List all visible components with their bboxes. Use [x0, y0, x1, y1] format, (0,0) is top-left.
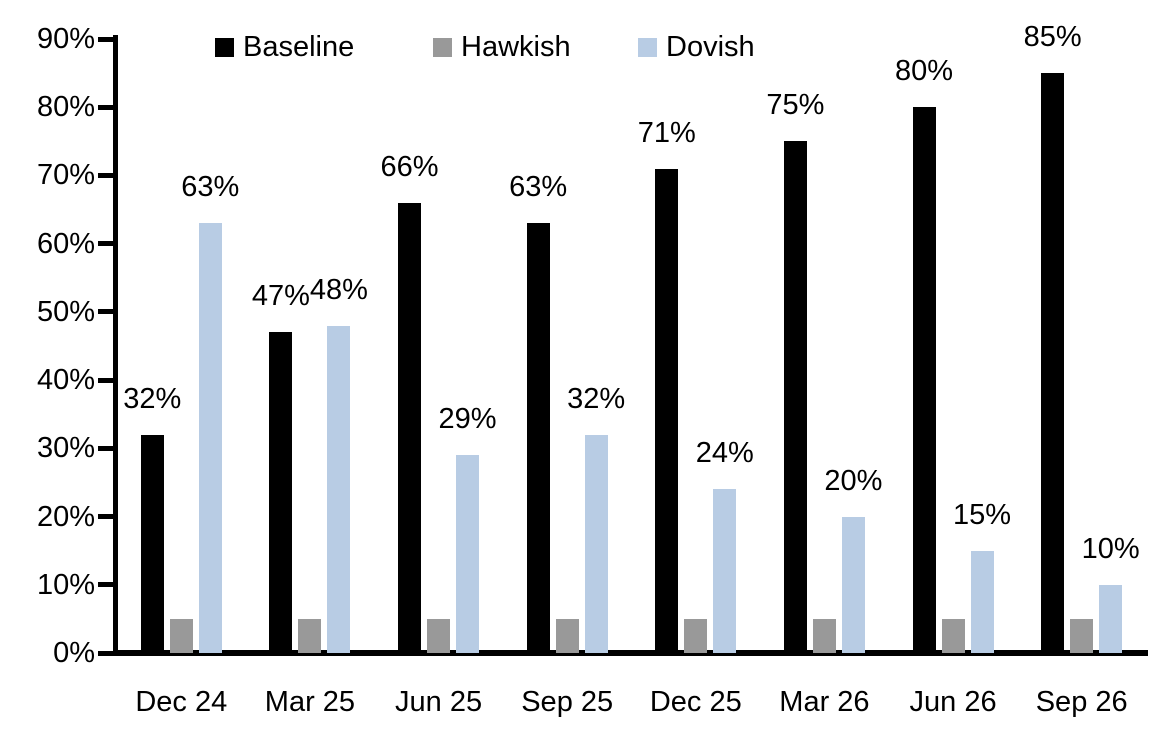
legend-marker-icon	[638, 38, 657, 57]
bar-hawkish-sep-26	[1070, 618, 1094, 653]
bar-dovish-dec-24	[198, 223, 222, 653]
bar-hawkish-mar-25	[298, 618, 322, 653]
y-axis-tick-label: 60%	[36, 227, 95, 260]
y-axis-tick	[98, 650, 117, 656]
data-label: 63%	[181, 171, 240, 204]
legend-label: Baseline	[243, 31, 355, 63]
x-axis-label: Sep 26	[1035, 686, 1128, 718]
bar-dovish-jun-25	[456, 455, 480, 653]
data-label: 20%	[824, 464, 883, 497]
y-axis-tick-label: 30%	[36, 432, 95, 465]
bar-dovish-mar-26	[841, 516, 865, 653]
data-label: 75%	[766, 89, 825, 122]
data-label: 48%	[309, 273, 368, 306]
data-label: 63%	[509, 171, 568, 204]
bar-baseline-sep-25	[526, 223, 550, 653]
x-axis-label: Dec 25	[649, 686, 742, 718]
y-axis-tick-label: 70%	[36, 159, 95, 192]
y-axis-tick-label: 90%	[36, 23, 95, 55]
bar-hawkish-sep-25	[555, 618, 579, 653]
y-axis-tick	[98, 514, 117, 520]
x-axis-label: Jun 26	[909, 686, 997, 718]
data-label: 71%	[637, 116, 696, 149]
y-axis-tick-label: 20%	[36, 500, 95, 533]
y-axis-tick-label: 0%	[53, 637, 95, 669]
bar-hawkish-dec-25	[684, 618, 708, 653]
data-label: 24%	[695, 437, 754, 470]
y-axis-tick	[98, 172, 117, 178]
x-axis-line	[113, 650, 1148, 656]
legend-marker-icon	[215, 38, 234, 57]
y-axis-tick	[98, 104, 117, 110]
data-label: 32%	[567, 382, 626, 415]
bar-baseline-mar-26	[783, 141, 807, 653]
bar-hawkish-jun-26	[941, 618, 965, 653]
bar-dovish-dec-25	[713, 489, 737, 653]
y-axis-tick-label: 10%	[36, 568, 95, 601]
x-axis-label: Sep 25	[521, 686, 614, 718]
x-axis-label: Dec 24	[135, 686, 228, 718]
data-label: 10%	[1081, 532, 1140, 565]
data-label: 66%	[380, 150, 439, 183]
bar-baseline-jun-26	[912, 107, 936, 653]
y-axis-tick-label: 50%	[36, 295, 95, 328]
y-axis-tick-label: 80%	[36, 91, 95, 124]
bar-baseline-jun-25	[398, 202, 422, 653]
bar-baseline-dec-24	[140, 434, 164, 653]
y-axis-tick	[98, 36, 117, 42]
legend-label: Dovish	[666, 31, 755, 63]
legend-marker-icon	[433, 38, 452, 57]
bar-baseline-mar-25	[269, 332, 293, 653]
data-label: 80%	[895, 55, 954, 88]
legend-label: Hawkish	[461, 31, 571, 63]
y-axis-line	[113, 35, 118, 656]
bar-hawkish-dec-24	[169, 618, 193, 653]
legend-entry-baseline: Baseline	[215, 33, 354, 62]
y-axis-tick	[98, 309, 117, 315]
y-axis-tick	[98, 582, 117, 588]
bar-baseline-dec-25	[655, 168, 679, 653]
x-axis-label: Mar 25	[264, 686, 356, 718]
legend-entry-hawkish: Hawkish	[433, 33, 571, 62]
data-label: 29%	[438, 403, 497, 436]
legend-entry-dovish: Dovish	[638, 33, 755, 62]
x-axis-label: Mar 26	[779, 686, 870, 718]
bar-dovish-mar-25	[327, 325, 351, 653]
bar-dovish-sep-26	[1099, 584, 1123, 653]
y-axis-tick-label: 40%	[36, 364, 95, 397]
bar-hawkish-mar-26	[812, 618, 836, 653]
data-label: 15%	[953, 498, 1012, 531]
x-axis-label: Jun 25	[395, 686, 483, 718]
y-axis-tick	[98, 445, 117, 451]
data-label: 47%	[251, 280, 310, 313]
y-axis-tick	[98, 241, 117, 247]
y-axis-tick	[98, 377, 117, 383]
data-label: 32%	[123, 382, 182, 415]
bar-dovish-jun-26	[970, 550, 994, 653]
bar-dovish-sep-25	[584, 434, 608, 653]
bar-baseline-sep-26	[1041, 73, 1065, 653]
data-label: 85%	[1023, 21, 1082, 54]
bar-hawkish-jun-25	[427, 618, 451, 653]
